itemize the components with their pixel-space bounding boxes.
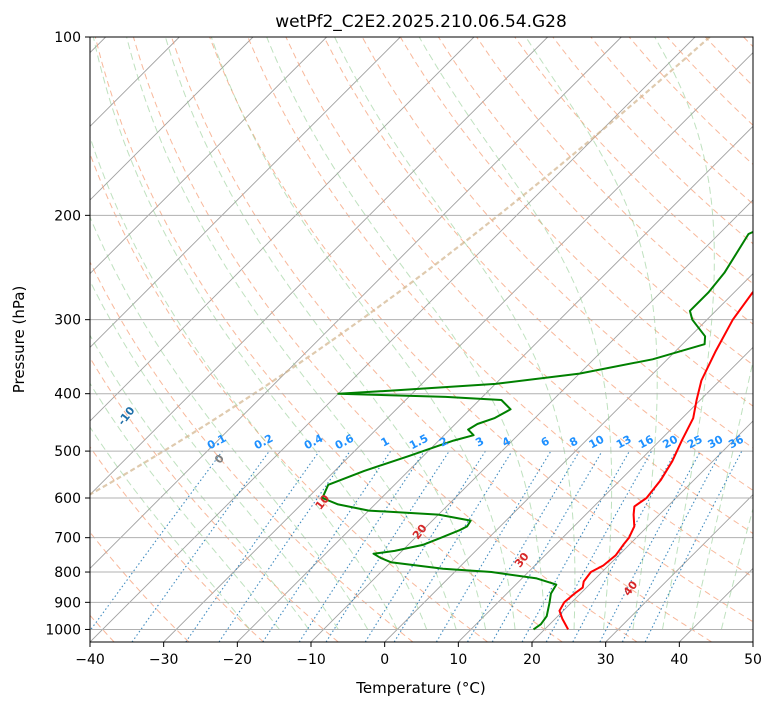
x-tick-label: 0 [380,652,389,668]
y-tick-label: 400 [54,387,81,403]
x-tick-label: 50 [744,652,762,668]
y-tick-label: 500 [54,444,81,460]
x-tick-label: 40 [670,652,688,668]
x-tick-label: 20 [523,652,541,668]
y-tick-label: 1000 [45,622,81,638]
y-tick-label: 800 [54,565,81,581]
x-tick-label: 10 [449,652,467,668]
y-tick-label: 300 [54,313,81,329]
chart-title: wetPf2_C2E2.2025.210.06.54.G28 [275,12,567,32]
x-tick-label: −10 [296,652,326,668]
x-tick-label: −20 [223,652,253,668]
x-tick-label: −40 [75,652,105,668]
y-axis-label: Pressure (hPa) [10,286,28,394]
x-axis-label: Temperature (°C) [355,679,485,697]
y-tick-label: 700 [54,531,81,547]
x-tick-label: 30 [597,652,615,668]
y-tick-label: 100 [54,30,81,46]
y-tick-label: 200 [54,208,81,224]
y-tick-label: 600 [54,491,81,507]
x-tick-label: −30 [149,652,179,668]
y-tick-label: 900 [54,595,81,611]
